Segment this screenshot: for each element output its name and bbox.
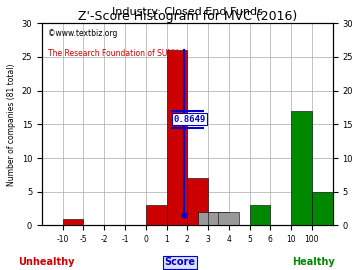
Text: 0.8649: 0.8649 [173, 115, 205, 124]
Bar [146, 205, 167, 225]
Text: Healthy: Healthy [292, 257, 334, 267]
Bar [312, 192, 333, 225]
Bar [63, 219, 84, 225]
Text: Industry: Closed End Funds: Industry: Closed End Funds [112, 7, 263, 17]
Text: The Research Foundation of SUNY: The Research Foundation of SUNY [48, 49, 177, 59]
Y-axis label: Number of companies (81 total): Number of companies (81 total) [7, 63, 16, 185]
Title: Z'-Score Histogram for MVC (2016): Z'-Score Histogram for MVC (2016) [78, 10, 297, 23]
Bar [249, 205, 270, 225]
Text: Score: Score [165, 257, 195, 267]
Bar [198, 212, 219, 225]
Bar [167, 50, 187, 225]
Text: ©www.textbiz.org: ©www.textbiz.org [48, 29, 117, 38]
Bar [208, 212, 229, 225]
Text: Unhealthy: Unhealthy [19, 257, 75, 267]
Bar [291, 111, 312, 225]
Bar [219, 212, 239, 225]
Bar [187, 178, 208, 225]
